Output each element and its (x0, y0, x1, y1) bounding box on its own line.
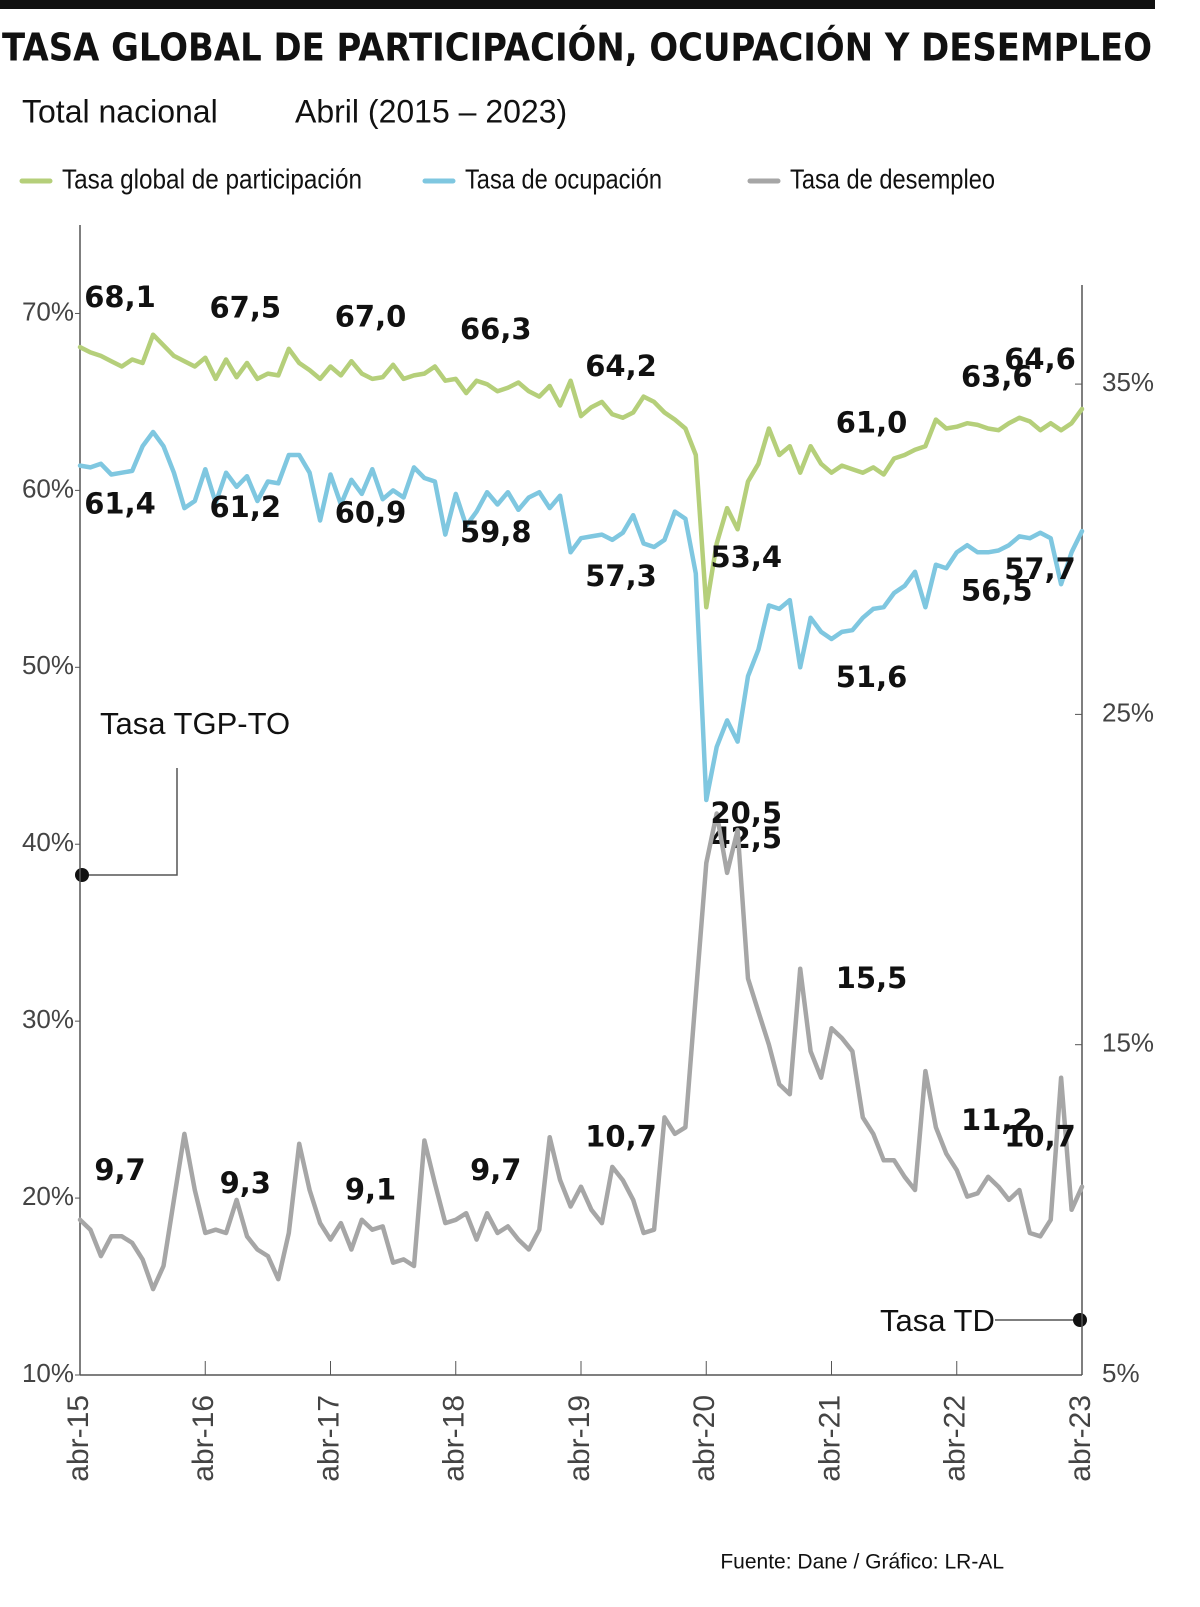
x-tick-label: abr-22 (939, 1395, 972, 1482)
value-label: 63,6 (961, 360, 1033, 394)
annotation-dot (1073, 1313, 1087, 1327)
legend-label: Tasa de desempleo (790, 163, 995, 194)
y-tick-label: 30% (22, 1004, 74, 1034)
value-label: 67,0 (335, 300, 407, 334)
legend-label: Tasa de ocupación (465, 163, 662, 194)
x-tick-label: abr-19 (563, 1395, 596, 1482)
legend-label: Tasa global de participación (62, 163, 362, 194)
x-tick-label: abr-20 (688, 1395, 721, 1482)
source: Fuente: Dane / Gráfico: LR-AL (720, 1551, 1004, 1574)
series-line (77, 429, 1085, 803)
value-label: 68,1 (84, 280, 156, 314)
y2-tick-label: 15% (1102, 1028, 1154, 1058)
x-tick-label: abr-17 (312, 1395, 345, 1482)
value-label: 11,2 (961, 1103, 1033, 1137)
y2-tick-label: 5% (1102, 1358, 1140, 1388)
value-label: 61,0 (836, 406, 908, 440)
x-tick-label: abr-18 (438, 1395, 471, 1482)
series-line (77, 811, 1085, 1292)
annotation: Tasa TD (880, 1303, 995, 1338)
chart-title: TASA GLOBAL DE PARTICIPACIÓN, OCUPACIÓN … (2, 26, 1152, 70)
value-label: 61,2 (209, 490, 281, 524)
y-tick-label: 70% (22, 296, 74, 326)
y-tick-label: 60% (22, 473, 74, 503)
y2-tick-label: 25% (1102, 697, 1154, 727)
annotation-leader (82, 768, 178, 876)
value-label: 57,3 (585, 559, 657, 593)
value-label: 20,5 (710, 796, 782, 830)
value-label: 10,7 (585, 1120, 657, 1154)
value-label: 9,1 (345, 1173, 396, 1207)
value-label: 10,7 (1004, 1120, 1076, 1154)
value-label: 64,6 (1004, 342, 1076, 376)
value-label: 15,5 (836, 961, 908, 995)
y-tick-label: 20% (22, 1181, 74, 1211)
subtitle: Abril (2015 – 2023) (295, 93, 567, 129)
value-label: 67,5 (209, 291, 281, 325)
x-tick-label: abr-16 (187, 1395, 220, 1482)
x-tick-label: abr-23 (1064, 1395, 1097, 1482)
series-line (77, 332, 1085, 610)
y2-tick-label: 35% (1102, 367, 1154, 397)
annotation: Tasa TGP-TO (100, 706, 290, 741)
value-label: 56,5 (961, 573, 1033, 607)
value-label: 66,3 (460, 312, 532, 346)
value-label: 57,7 (1004, 552, 1076, 586)
top-bar (0, 0, 1155, 9)
value-label: 61,4 (84, 487, 156, 521)
y-tick-label: 50% (22, 650, 74, 680)
value-label: 9,7 (470, 1153, 521, 1187)
value-label: 9,7 (94, 1153, 145, 1187)
value-label: 51,6 (836, 660, 908, 694)
value-label: 64,2 (585, 349, 657, 383)
value-label: 9,3 (220, 1166, 271, 1200)
x-tick-label: abr-21 (813, 1395, 846, 1482)
value-label: 60,9 (335, 495, 407, 529)
y-tick-label: 10% (22, 1358, 74, 1388)
y-tick-label: 40% (22, 827, 74, 857)
x-tick-label: abr-15 (62, 1395, 95, 1482)
value-label: 53,4 (710, 540, 782, 574)
annotation-dot (75, 868, 89, 882)
value-label: 59,8 (460, 515, 532, 549)
subtitle: Total nacional (22, 93, 218, 129)
